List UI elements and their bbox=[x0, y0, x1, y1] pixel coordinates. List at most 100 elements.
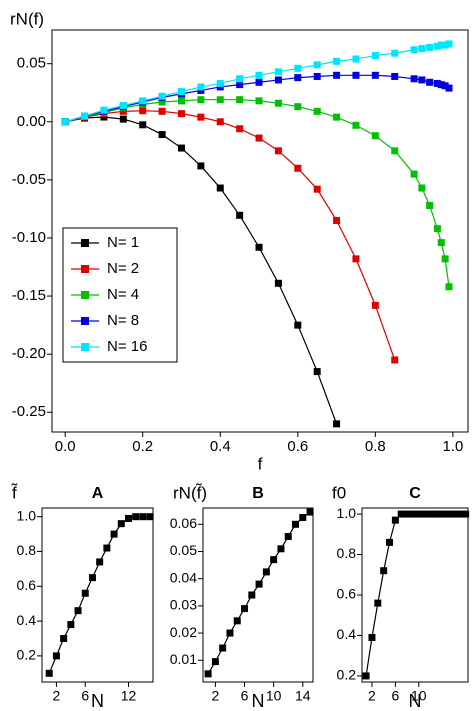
x-tick-label: 2 bbox=[211, 688, 219, 704]
legend-label: N= 2 bbox=[107, 260, 139, 277]
legend-label: N= 1 bbox=[107, 234, 139, 251]
legend-marker bbox=[81, 239, 89, 247]
marker bbox=[88, 574, 96, 582]
marker bbox=[391, 147, 399, 155]
marker bbox=[410, 170, 418, 178]
marker bbox=[294, 74, 302, 82]
marker bbox=[274, 76, 282, 84]
plot-frame bbox=[202, 507, 314, 683]
x-tick-label: 0.6 bbox=[287, 438, 308, 455]
y-tick-label: 0.4 bbox=[17, 612, 37, 628]
y-tick-label: -0.20 bbox=[12, 345, 46, 362]
marker bbox=[241, 605, 249, 613]
x-axis-label: f bbox=[258, 454, 263, 473]
marker bbox=[450, 510, 458, 518]
marker bbox=[313, 368, 321, 376]
marker bbox=[146, 513, 154, 521]
marker bbox=[255, 97, 263, 105]
marker bbox=[410, 75, 418, 83]
marker bbox=[61, 118, 69, 126]
x-tick-label: 12 bbox=[121, 688, 137, 704]
marker bbox=[294, 164, 302, 172]
marker bbox=[333, 420, 341, 428]
marker bbox=[139, 513, 147, 521]
y-tick-label: 0.2 bbox=[17, 647, 37, 663]
marker bbox=[274, 68, 282, 76]
marker bbox=[432, 510, 440, 518]
y-axis-label: rN(f) bbox=[10, 9, 44, 28]
marker bbox=[306, 508, 314, 516]
marker bbox=[177, 110, 185, 118]
marker bbox=[294, 103, 302, 111]
marker bbox=[292, 520, 300, 528]
marker bbox=[441, 41, 449, 49]
y-tick-label: 0.8 bbox=[17, 542, 37, 558]
y-axis-label: f0 bbox=[332, 483, 346, 502]
marker bbox=[374, 599, 382, 607]
marker bbox=[110, 530, 118, 538]
marker bbox=[74, 607, 82, 615]
y-tick-label: 0.02 bbox=[170, 624, 197, 640]
marker bbox=[270, 556, 278, 564]
y-tick-label: -0.15 bbox=[12, 287, 46, 304]
marker bbox=[445, 84, 453, 92]
marker bbox=[418, 184, 426, 192]
marker bbox=[233, 617, 241, 625]
marker bbox=[132, 513, 140, 521]
y-axis-label: f̃ bbox=[11, 483, 18, 503]
marker bbox=[410, 46, 418, 54]
x-tick-label: 14 bbox=[295, 688, 311, 704]
marker bbox=[391, 49, 399, 57]
marker bbox=[444, 510, 452, 518]
marker bbox=[362, 672, 370, 680]
legend-marker bbox=[81, 343, 89, 351]
marker bbox=[216, 184, 224, 192]
marker bbox=[236, 96, 244, 104]
marker bbox=[333, 57, 341, 65]
marker bbox=[445, 40, 453, 48]
x-tick-label: 6 bbox=[241, 688, 249, 704]
legend-label: N= 8 bbox=[107, 312, 139, 329]
marker bbox=[52, 652, 60, 660]
marker bbox=[139, 121, 147, 129]
x-tick-label: 10 bbox=[411, 688, 427, 704]
plot-frame bbox=[361, 507, 469, 683]
y-tick-label: 0.04 bbox=[170, 569, 197, 585]
marker bbox=[236, 75, 244, 83]
marker bbox=[371, 71, 379, 79]
marker bbox=[158, 131, 166, 139]
marker bbox=[262, 568, 270, 576]
y-tick-label: 1.0 bbox=[17, 507, 37, 523]
marker bbox=[441, 82, 449, 90]
marker bbox=[81, 589, 89, 597]
marker bbox=[100, 106, 108, 114]
marker bbox=[371, 52, 379, 60]
marker bbox=[426, 78, 434, 86]
x-tick-label: 2 bbox=[53, 688, 61, 704]
x-tick-label: 1.0 bbox=[442, 438, 463, 455]
marker bbox=[236, 81, 244, 89]
marker bbox=[427, 510, 435, 518]
marker bbox=[103, 544, 111, 552]
marker bbox=[236, 211, 244, 219]
marker bbox=[277, 545, 285, 553]
legend-label: N= 16 bbox=[107, 338, 147, 355]
marker bbox=[177, 88, 185, 96]
marker bbox=[438, 510, 446, 518]
series-line bbox=[365, 513, 466, 677]
marker bbox=[426, 43, 434, 51]
marker bbox=[294, 321, 302, 329]
marker bbox=[124, 514, 132, 522]
marker bbox=[437, 41, 445, 49]
marker bbox=[333, 71, 341, 79]
marker bbox=[119, 115, 127, 123]
y-tick-label: -0.05 bbox=[12, 171, 46, 188]
marker bbox=[371, 301, 379, 309]
y-tick-label: 0.6 bbox=[17, 577, 37, 593]
marker bbox=[333, 217, 341, 225]
marker bbox=[441, 255, 449, 263]
marker bbox=[177, 144, 185, 152]
legend-marker bbox=[81, 317, 89, 325]
marker bbox=[248, 591, 256, 599]
marker bbox=[197, 83, 205, 91]
